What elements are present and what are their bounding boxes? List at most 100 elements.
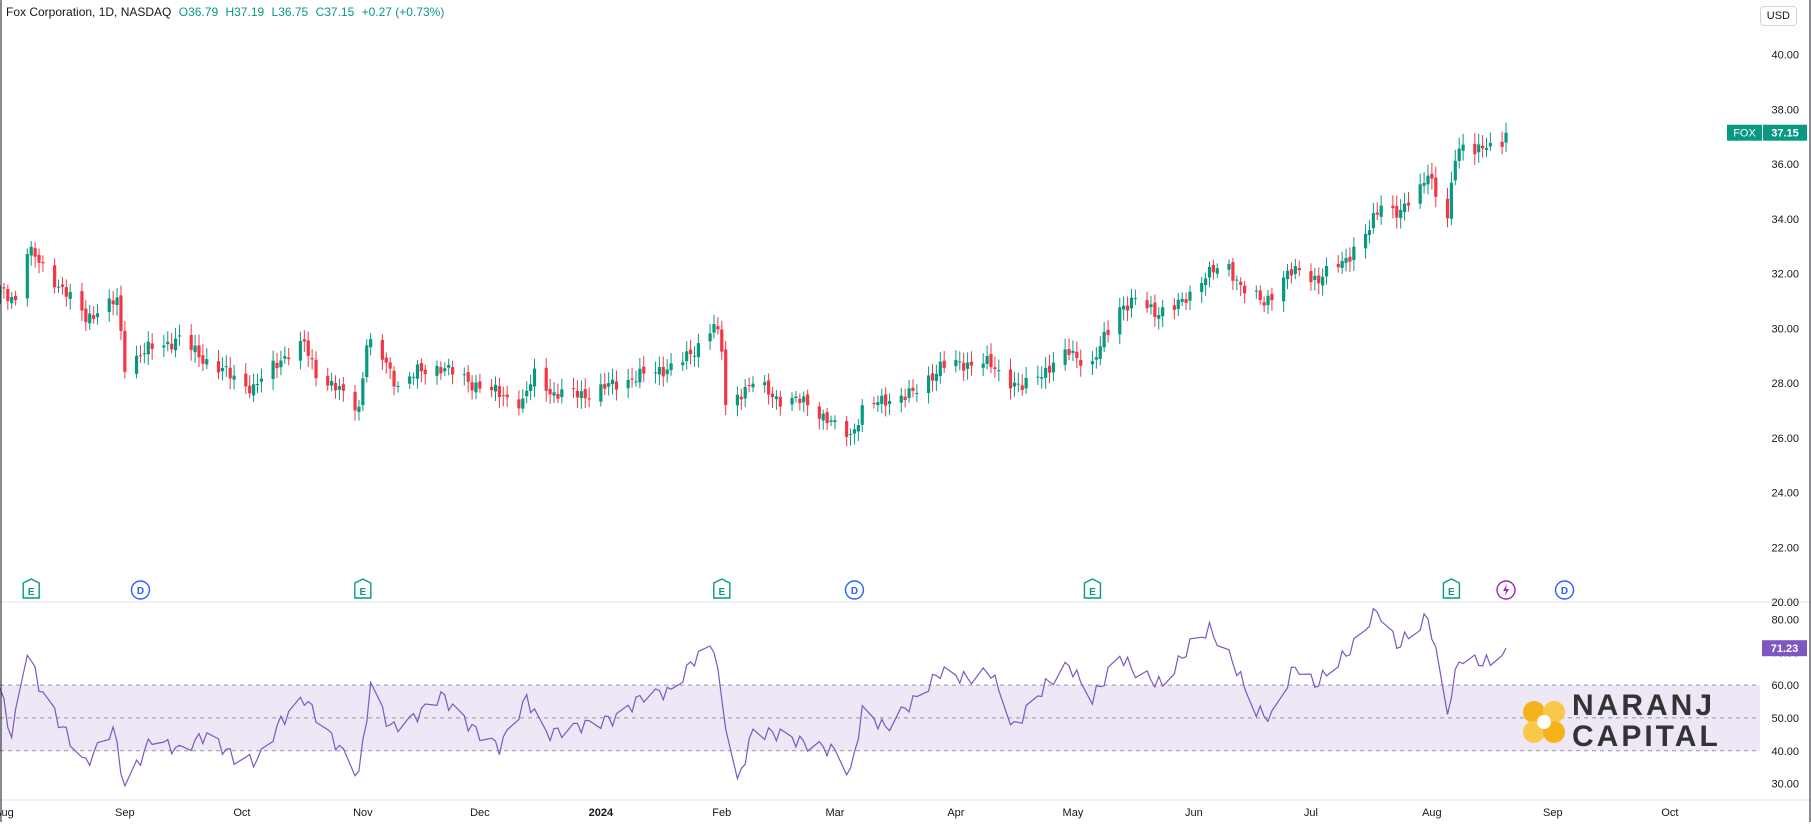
candle-body	[2, 287, 6, 289]
candle-body	[146, 341, 150, 355]
candle-body	[170, 343, 174, 350]
candle-body	[56, 286, 61, 288]
earnings-event-icon[interactable]	[1083, 578, 1102, 599]
earnings-event-icon[interactable]	[713, 578, 731, 599]
candle-body	[529, 384, 533, 391]
price-label-value-box	[1763, 124, 1807, 141]
time-axis-tick: Aug	[1422, 807, 1442, 819]
ohlc-low: L36.75	[271, 5, 309, 19]
candle-body	[938, 361, 942, 376]
time-axis-tick: Sep	[1543, 807, 1563, 819]
candle-body	[544, 367, 548, 391]
candle-body	[1145, 300, 1149, 309]
earnings-event-letter: E	[1448, 587, 1455, 598]
candle-body	[205, 359, 209, 365]
candle-body	[692, 355, 697, 357]
candle-body	[283, 356, 287, 359]
candle-body	[610, 379, 615, 385]
price-axis-tick: 28.00	[1771, 378, 1799, 390]
candle-body	[1453, 160, 1457, 181]
symbol-title: Fox Corporation, 1D, NASDAQ	[6, 5, 172, 19]
candle-body	[1051, 362, 1056, 373]
candle-body	[1106, 329, 1110, 335]
candle-body	[1008, 369, 1013, 389]
candle-body	[388, 362, 392, 369]
candle-body	[330, 380, 334, 386]
price-axis-tick: 22.00	[1771, 542, 1799, 554]
candle-body	[856, 425, 860, 432]
candle-body	[1371, 213, 1375, 229]
earnings-event-icon[interactable]	[22, 578, 40, 599]
candle-body	[1340, 260, 1344, 268]
candle-body	[1282, 277, 1286, 302]
candle-body	[201, 355, 205, 364]
candle-body	[1020, 385, 1024, 391]
candle-body	[490, 386, 494, 391]
candle-body	[1075, 351, 1079, 359]
candle-body	[767, 380, 771, 395]
candle-body	[1262, 302, 1266, 306]
price-axis-tick: 30.00	[1771, 323, 1799, 335]
dividend-event-icon[interactable]	[844, 580, 865, 600]
candle-body	[1118, 307, 1122, 335]
candle-body	[962, 362, 966, 371]
earnings-event-icon[interactable]	[1442, 578, 1461, 599]
candle-body	[587, 398, 591, 400]
candle-body	[1071, 350, 1075, 353]
brand-line2: CAPITAL	[1572, 720, 1721, 753]
candle-body	[1363, 233, 1368, 249]
candle-body	[630, 378, 634, 380]
candle-body	[252, 384, 256, 396]
candle-body	[1122, 305, 1126, 310]
candle-body	[197, 345, 201, 358]
candle-body	[1457, 148, 1461, 161]
candle-body	[1203, 278, 1208, 286]
candle-body	[162, 345, 166, 348]
naranj-capital-logo: NARANJ CAPITAL	[1520, 690, 1730, 752]
candle-body	[848, 433, 853, 435]
candle-body	[365, 345, 369, 378]
candle-body	[575, 390, 580, 398]
candle-body	[64, 287, 68, 297]
rsi-axis-tick: 80.00	[1771, 614, 1799, 626]
candle-body	[665, 369, 669, 375]
candle-body	[993, 367, 997, 370]
candle-body	[860, 405, 864, 425]
candle-body	[466, 372, 470, 382]
candle-body	[915, 392, 919, 394]
dividend-event-icon[interactable]	[1554, 580, 1575, 600]
candle-body	[228, 367, 232, 379]
lightning-icon	[1503, 584, 1510, 596]
dividend-event-letter: D	[851, 586, 858, 597]
candle-body	[907, 388, 911, 398]
candle-body	[310, 357, 314, 360]
candle-body	[571, 388, 576, 390]
candle-body	[884, 394, 888, 406]
candle-body	[80, 291, 84, 311]
rsi-line	[0, 607, 1507, 788]
candle-body	[84, 308, 88, 323]
candle-body	[29, 246, 33, 256]
candle-body	[1125, 305, 1130, 311]
candle-body	[548, 388, 552, 395]
candle-body	[899, 395, 903, 403]
candle-body	[314, 359, 318, 379]
candle-body	[259, 378, 264, 382]
currency-button[interactable]: USD	[1759, 6, 1797, 26]
candle-body	[1231, 262, 1235, 281]
candle-body	[911, 387, 915, 391]
candle-body	[1067, 348, 1071, 355]
candle-body	[614, 381, 619, 390]
candle-body	[1344, 258, 1348, 263]
candle-body	[92, 315, 96, 319]
candle-body	[517, 399, 521, 409]
dividend-event-icon[interactable]	[130, 580, 151, 600]
earnings-event-icon[interactable]	[354, 578, 372, 599]
candle-body	[638, 368, 642, 383]
candle-body	[1176, 299, 1180, 310]
candle-body	[107, 298, 111, 313]
time-axis-tick: Jun	[1185, 807, 1203, 819]
candle-body	[287, 357, 291, 360]
